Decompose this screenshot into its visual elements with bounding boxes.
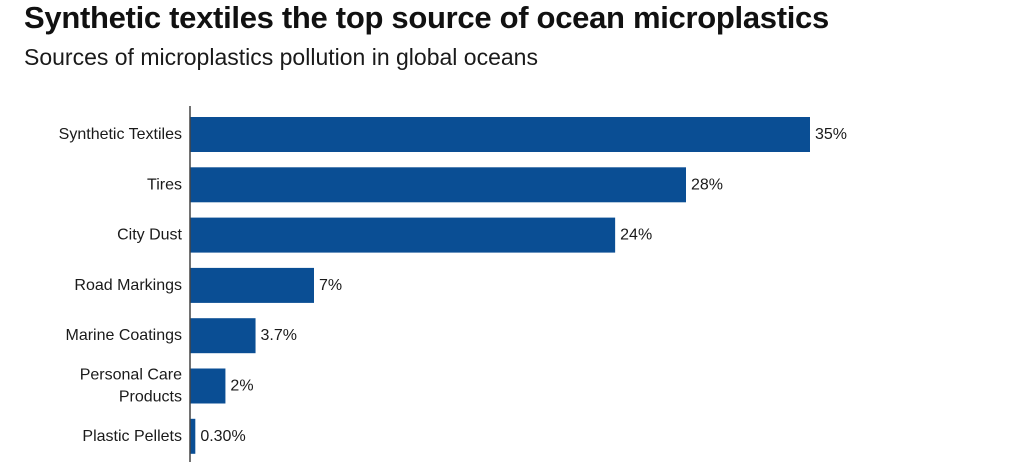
category-label-0: Synthetic Textiles (59, 126, 182, 143)
bar-4 (190, 318, 256, 354)
value-label-6: 0.30% (200, 428, 245, 445)
bars-group (190, 117, 810, 454)
category-label-line: Road Markings (74, 277, 182, 294)
bar-5 (190, 368, 226, 404)
category-label-line: Marine Coatings (66, 327, 183, 344)
bar-1 (190, 167, 686, 203)
category-label-3: Road Markings (74, 277, 182, 294)
chart-subtitle: Sources of microplastics pollution in gl… (24, 44, 538, 70)
value-labels-group: 35% 28% 24% 7% 3.7% 2% 0.30% (200, 126, 847, 445)
category-label-1: Tires (147, 176, 182, 193)
category-label-line: Tires (147, 176, 182, 193)
category-label-4: Marine Coatings (66, 327, 183, 344)
category-label-line: Plastic Pellets (82, 428, 182, 445)
category-label-6: Plastic Pellets (82, 428, 182, 445)
chart-title: Synthetic textiles the top source of oce… (24, 0, 829, 35)
value-label-1: 28% (691, 176, 723, 193)
category-label-line: Synthetic Textiles (59, 126, 182, 143)
value-label-5: 2% (230, 378, 253, 395)
category-labels-group: Synthetic Textiles Tires City Dust Road Mar… (59, 126, 183, 445)
category-label-2: City Dust (117, 227, 182, 244)
bar-6 (190, 418, 196, 454)
value-label-2: 24% (620, 227, 652, 244)
bar-0 (190, 117, 810, 152)
category-label-5: Personal Care Products (80, 367, 182, 406)
bar-3 (190, 267, 314, 303)
value-label-4: 3.7% (261, 327, 297, 344)
value-label-0: 35% (815, 126, 847, 143)
category-label-line: Products (119, 389, 182, 406)
category-label-line: City Dust (117, 227, 182, 244)
bar-2 (190, 217, 616, 253)
value-label-3: 7% (319, 277, 342, 294)
category-label-line: Personal Care (80, 367, 182, 384)
